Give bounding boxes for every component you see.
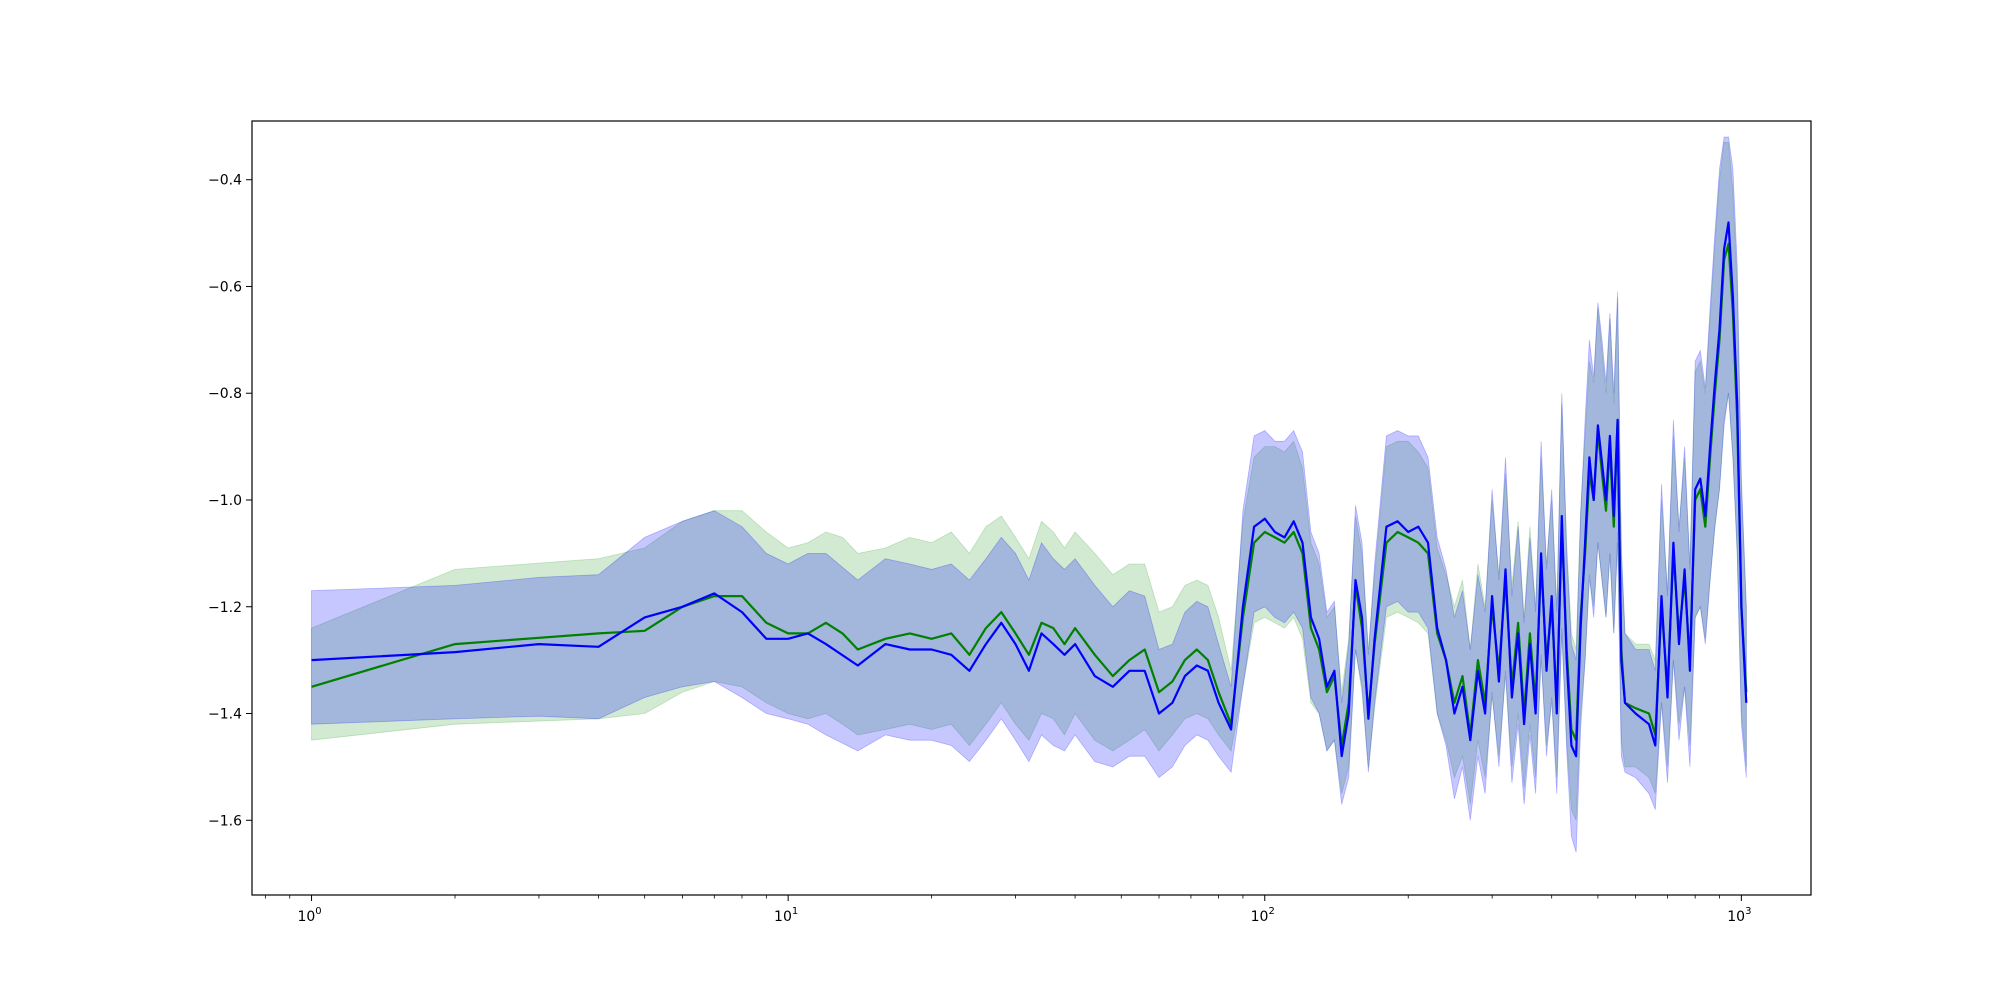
y-tick-label: −1.6 — [208, 813, 242, 829]
x-tick-exponent: 1 — [792, 906, 798, 917]
y-tick-label: −1.2 — [208, 600, 242, 616]
x-tick-base: 10 — [1727, 909, 1745, 925]
x-tick-label: 102 — [1251, 906, 1275, 925]
x-tick-base: 10 — [1251, 909, 1269, 925]
series-2-band — [311, 136, 1747, 853]
y-tick-label: −0.6 — [208, 279, 242, 295]
x-tick-label: 100 — [297, 906, 321, 925]
x-tick-exponent: 2 — [1268, 906, 1274, 917]
x-tick-base: 10 — [297, 909, 315, 925]
plot-frame — [251, 120, 1812, 896]
series-2-line — [311, 221, 1748, 758]
series-1-line — [311, 242, 1748, 747]
series-lines — [311, 221, 1748, 758]
x-tick-exponent: 0 — [315, 906, 321, 917]
y-axis: −0.4 −0.6 −0.8 −1.0 −1.2 −1.4 −1.6 — [208, 173, 252, 829]
y-tick-label: −1.0 — [208, 493, 242, 509]
x-tick-label: 101 — [774, 906, 798, 925]
y-tick-label: −1.4 — [208, 707, 242, 723]
x-axis: 100 101 102 103 — [264, 895, 1751, 925]
y-tick-label: −0.4 — [208, 173, 242, 189]
confidence-bands — [311, 136, 1747, 853]
x-tick-base: 10 — [774, 909, 792, 925]
series-1-band — [311, 141, 1747, 821]
x-tick-exponent: 3 — [1745, 906, 1751, 917]
y-tick-label: −0.8 — [208, 386, 242, 402]
x-tick-label: 103 — [1727, 906, 1751, 925]
